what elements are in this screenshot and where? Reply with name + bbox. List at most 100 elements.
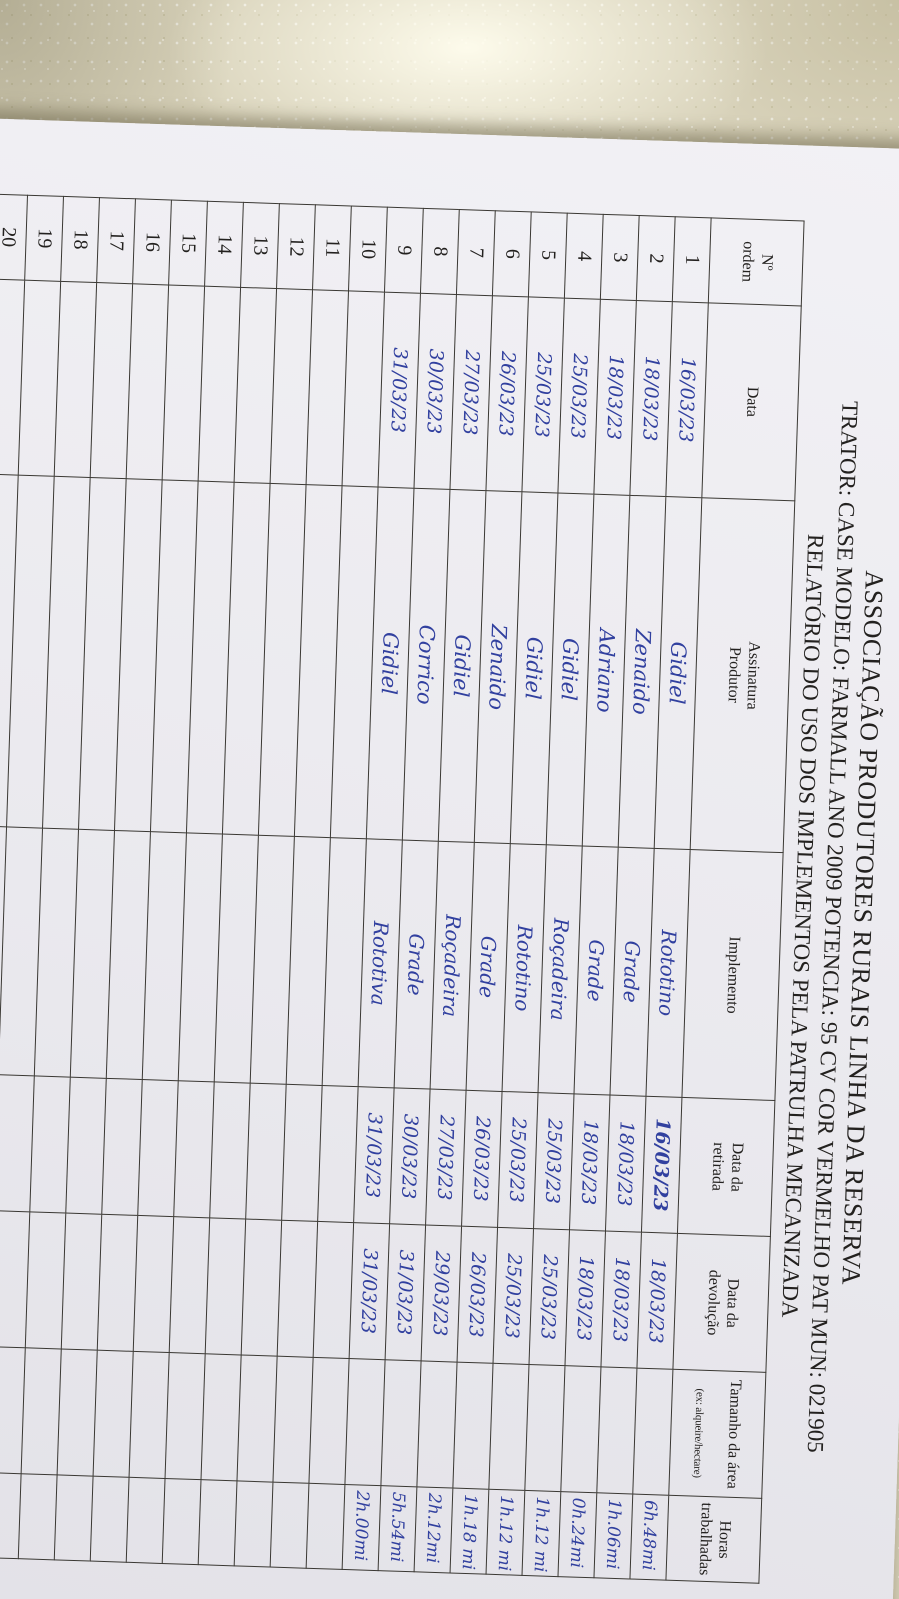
cell-ordem: 19 (24, 195, 64, 282)
cell-retirada (101, 1078, 142, 1216)
cell-retirada: 18/03/23 (605, 1095, 646, 1233)
cell-ordem: 10 (348, 205, 387, 293)
cell-ordem: 3 (599, 214, 639, 301)
cell-devolucao (132, 1215, 174, 1353)
cell-data: 31/03/23 (377, 292, 420, 489)
cell-devolucao: 25/03/23 (528, 1228, 570, 1366)
cell-ordem: 4 (563, 213, 603, 300)
cell-tamanho (20, 1347, 61, 1475)
cell-data (17, 280, 61, 477)
cell-tamanho (0, 1346, 25, 1474)
cell-retirada: 25/03/23 (533, 1092, 574, 1230)
cell-retirada (0, 1074, 34, 1212)
cell-retirada: 16/03/23 (640, 1096, 682, 1234)
cell-data: 18/03/23 (593, 299, 636, 496)
cell-horas (233, 1480, 273, 1568)
cell-tamanho (488, 1363, 529, 1491)
col-header-tamanho-example: (ex: alqueire/hectare) (691, 1388, 707, 1479)
cell-retirada (281, 1084, 322, 1222)
cell-data: 30/03/23 (413, 293, 456, 490)
col-header-implemento: Implemento (681, 849, 784, 1101)
cell-data (269, 288, 313, 485)
cell-tamanho (632, 1368, 673, 1496)
cell-data (89, 282, 133, 479)
cell-devolucao: 18/03/23 (564, 1229, 606, 1367)
cell-horas (125, 1477, 165, 1564)
cell-ordem: 2 (635, 215, 675, 302)
cell-horas (305, 1483, 345, 1570)
cell-devolucao (96, 1214, 138, 1352)
cell-devolucao (60, 1213, 102, 1351)
cell-tamanho (128, 1351, 169, 1479)
cell-ordem: 12 (276, 203, 315, 290)
cell-retirada: 25/03/23 (497, 1091, 538, 1229)
col-header-retirada: Data da retirada (676, 1097, 775, 1237)
cell-tamanho (380, 1359, 421, 1487)
cell-ordem: 9 (384, 207, 423, 294)
cell-devolucao (24, 1211, 66, 1349)
cell-data: 18/03/23 (629, 300, 672, 497)
cell-data: 25/03/23 (557, 298, 600, 495)
col-header-assinatura: Assinatura Produtor (689, 497, 795, 853)
cell-ordem: 20 (0, 194, 28, 281)
cell-ordem: 5 (527, 211, 567, 299)
cell-tamanho (308, 1357, 349, 1485)
cell-ordem: 17 (96, 197, 135, 284)
cell-retirada (209, 1081, 250, 1220)
cell-ordem: 6 (491, 210, 531, 297)
cell-retirada: 18/03/23 (569, 1093, 610, 1231)
col-header-horas: Horas trabalhadas (665, 1495, 762, 1584)
col-header-devolucao: Data da devolução (672, 1233, 771, 1373)
cell-ordem: 1 (671, 216, 711, 303)
cell-data: 27/03/23 (449, 294, 492, 491)
cell-horas: 6h.48mi (629, 1494, 669, 1581)
cell-retirada (245, 1083, 286, 1221)
cell-tamanho (236, 1354, 277, 1483)
cell-ordem: 7 (455, 209, 495, 296)
cell-devolucao: 18/03/23 (600, 1230, 641, 1369)
cell-devolucao: 25/03/23 (492, 1227, 534, 1365)
cell-retirada (29, 1075, 70, 1214)
cell-horas: 1h.12 mi (521, 1490, 561, 1577)
cell-horas: 2h.00mi (341, 1484, 381, 1571)
cell-tamanho (416, 1360, 457, 1489)
cell-ordem: 14 (204, 201, 243, 288)
cell-data (233, 287, 277, 484)
implement-usage-table: Nº ordem Data Assinatura Produtor Implem… (0, 194, 805, 1584)
cell-tamanho (560, 1365, 601, 1493)
cell-horas: 2h.12mi (413, 1486, 453, 1573)
cell-devolucao (240, 1219, 282, 1357)
cell-horas (17, 1473, 57, 1560)
cell-horas (197, 1479, 237, 1566)
cell-data (305, 289, 349, 486)
col-header-tamanho: Tamanho da área (ex: alqueire/hectare) (668, 1369, 766, 1499)
cell-data: 16/03/23 (665, 301, 708, 498)
cell-tamanho (524, 1364, 565, 1492)
cell-data: 25/03/23 (521, 296, 564, 493)
cell-tamanho (596, 1366, 637, 1495)
cell-horas: 1h.18 mi (449, 1488, 489, 1575)
cell-retirada: 26/03/23 (461, 1090, 502, 1228)
cell-horas (161, 1478, 201, 1565)
cell-retirada (137, 1079, 178, 1217)
cell-devolucao: 29/03/23 (420, 1224, 462, 1363)
cell-tamanho (272, 1356, 313, 1484)
cell-retirada: 27/03/23 (425, 1089, 466, 1227)
cell-ordem: 11 (312, 204, 351, 291)
cell-horas (0, 1472, 21, 1559)
cell-retirada: 30/03/23 (389, 1087, 430, 1225)
table-body: 1 16/03/23 Gidiel Rototino 16/03/23 18/0… (0, 194, 711, 1581)
cell-ordem: 15 (168, 199, 207, 287)
paper-sheet: ASSOCIAÇÃO PRODUTORES RURAIS LINHA DA RE… (0, 117, 899, 1599)
cell-devolucao: 26/03/23 (456, 1226, 498, 1364)
cell-horas (269, 1482, 309, 1569)
cell-data (341, 290, 385, 488)
cell-retirada (173, 1080, 214, 1218)
cell-devolucao (276, 1220, 318, 1358)
cell-retirada: 31/03/23 (353, 1086, 394, 1224)
cell-horas: 5h.54mi (377, 1485, 417, 1572)
cell-horas (53, 1474, 93, 1562)
cell-data (161, 284, 205, 482)
cell-tamanho (56, 1348, 97, 1477)
